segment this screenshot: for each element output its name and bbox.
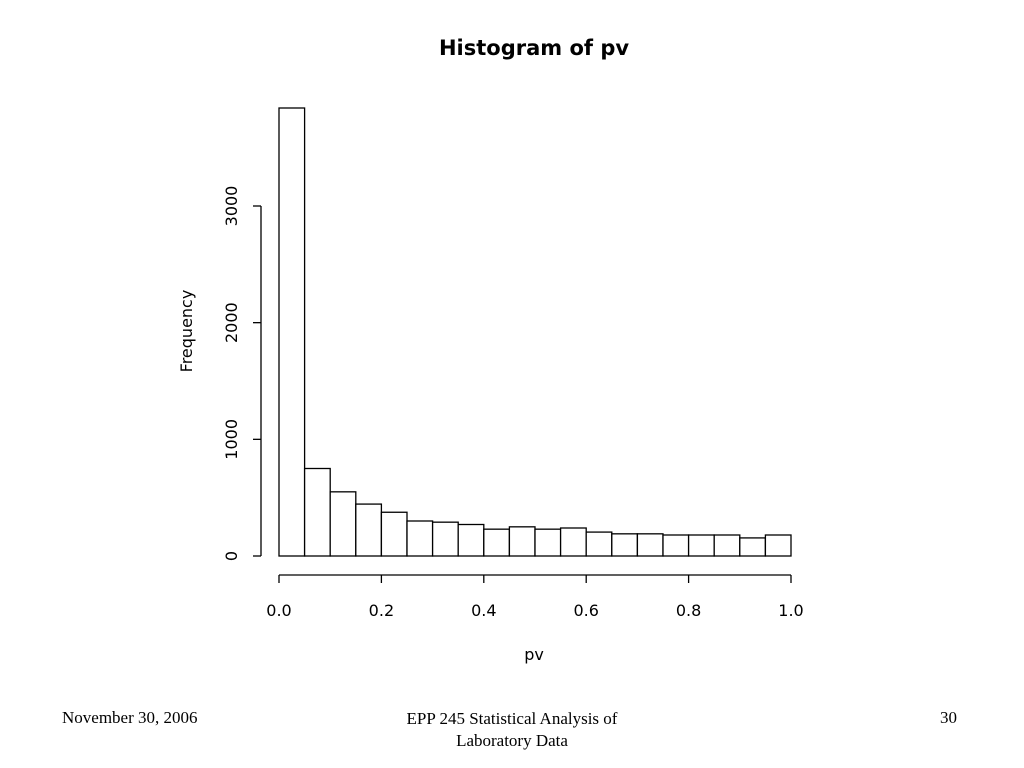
footer-course-line-1: EPP 245 Statistical Analysis of xyxy=(406,709,618,728)
footer-course-line-2: Laboratory Data xyxy=(456,731,568,750)
histogram-bar xyxy=(380,511,408,557)
y-tick-label: 0 xyxy=(222,551,241,561)
x-tick-label: 0.0 xyxy=(266,601,291,620)
histogram-bar xyxy=(739,537,767,557)
histogram-bar xyxy=(329,491,357,557)
y-tick-label: 2000 xyxy=(222,302,241,343)
histogram-bars xyxy=(278,107,792,557)
histogram-bar xyxy=(585,531,613,557)
histogram-bar xyxy=(662,534,690,557)
y-tick-label: 3000 xyxy=(222,186,241,227)
histogram-bar xyxy=(355,503,383,557)
footer-date: November 30, 2006 xyxy=(62,708,198,727)
histogram-chart: Histogram of pv 0.0 0.2 0.4 0.6 0.8 1.0 0 1000… xyxy=(177,36,804,664)
histogram-bar xyxy=(431,521,459,557)
footer-course-title: EPP 245 Statistical Analysis of Laborato… xyxy=(362,708,662,752)
footer-page-number: 30 xyxy=(940,708,957,727)
histogram-bar xyxy=(559,527,587,557)
histogram-bar xyxy=(611,533,639,557)
x-tick-label: 0.2 xyxy=(369,601,394,620)
x-axis: 0.0 0.2 0.4 0.6 0.8 1.0 xyxy=(266,574,804,620)
histogram-bar xyxy=(508,526,536,557)
histogram-bar xyxy=(406,520,434,557)
y-axis-label: Frequency xyxy=(177,290,196,373)
histogram-bar xyxy=(278,107,306,557)
histogram-bar xyxy=(303,467,331,557)
histogram-bar xyxy=(636,533,664,557)
histogram-bar xyxy=(483,528,511,557)
histogram-bar xyxy=(713,534,741,557)
histogram-bar xyxy=(457,523,485,557)
y-tick-label: 1000 xyxy=(222,419,241,460)
chart-title: Histogram of pv xyxy=(439,36,629,60)
histogram-bar xyxy=(687,534,715,557)
histogram-bar xyxy=(534,528,562,557)
histogram-bar xyxy=(764,534,792,557)
x-tick-label: 0.6 xyxy=(573,601,598,620)
x-axis-label: pv xyxy=(524,645,544,664)
x-tick-label: 1.0 xyxy=(778,601,803,620)
y-axis: 0 1000 2000 3000 xyxy=(222,186,262,561)
x-tick-label: 0.4 xyxy=(471,601,496,620)
x-tick-label: 0.8 xyxy=(676,601,701,620)
